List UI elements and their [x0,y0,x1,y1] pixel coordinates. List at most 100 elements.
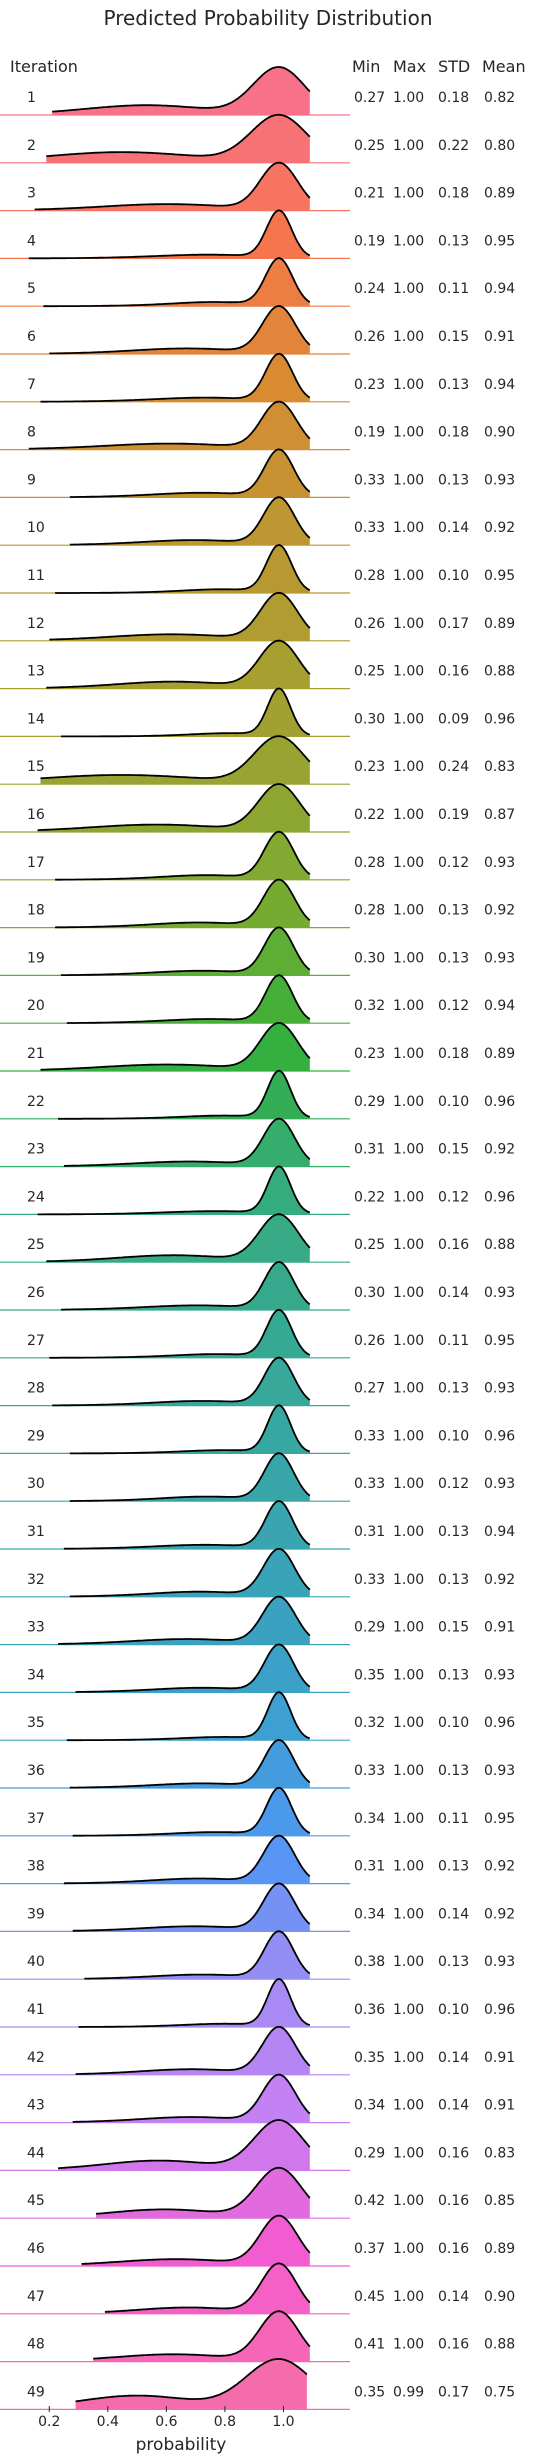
ridge-outline [55,878,311,929]
max-value: 1.00 [393,1476,424,1492]
mean-value: 0.96 [484,2002,515,2018]
ridge-fill [58,1596,310,1645]
min-value: 0.28 [354,903,385,919]
mean-value: 0.96 [484,1189,515,1205]
ridge-row: 38 0.31 1.00 0.13 0.92 [0,1834,515,1885]
mean-value: 0.93 [484,1381,515,1397]
ridge-fill [81,2215,310,2266]
ridge-fill [43,258,310,307]
min-value: 0.34 [354,2098,385,2114]
mean-header: Mean [482,57,526,76]
ridge-row: 41 0.36 1.00 0.10 0.96 [0,1978,515,2028]
mean-value: 0.85 [484,2193,515,2209]
iteration-label: 33 [27,1620,45,1636]
iteration-label: 6 [27,329,36,345]
iteration-label: 1 [27,90,36,106]
ridge-outline [69,496,311,546]
min-value: 0.31 [354,1524,385,1540]
max-value: 1.00 [393,329,424,345]
mean-value: 0.93 [484,472,515,488]
iteration-label: 14 [27,711,45,727]
ridge-outline [63,1834,311,1885]
iteration-label: 49 [27,2384,45,2400]
min-value: 0.30 [354,1285,385,1301]
mean-value: 0.87 [484,807,515,823]
mean-value: 0.90 [484,2289,515,2305]
ridge-outline [43,257,311,308]
ridge-outline [55,830,311,881]
ridge-row: 4 0.19 1.00 0.13 0.95 [0,209,515,260]
mean-value: 0.95 [484,1333,515,1349]
ridge-row: 16 0.22 1.00 0.19 0.87 [0,783,515,833]
ridge-row: 37 0.34 1.00 0.11 0.95 [0,1786,515,1837]
ridge-outline [40,1022,311,1071]
max-value: 1.00 [393,2050,424,2066]
mean-value: 0.91 [484,329,515,345]
mean-value: 0.88 [484,2337,515,2353]
mean-value: 0.82 [484,90,515,106]
ridge-fill [69,1740,310,1788]
iteration-label: 41 [27,2002,45,2018]
min-value: 0.25 [354,138,385,154]
min-value: 0.30 [354,711,385,727]
std-value: 0.17 [438,616,469,632]
ridge-fill [61,688,310,737]
ridge-outline [46,639,311,689]
iteration-label: 9 [27,472,36,488]
mean-value: 0.95 [484,568,515,584]
ridge-fill [55,831,310,880]
min-value: 0.25 [354,1237,385,1253]
max-value: 1.00 [393,472,424,488]
ridge-outline [72,1786,311,1837]
min-value: 0.22 [354,1189,385,1205]
ridge-outline [37,783,311,831]
std-value: 0.13 [438,1954,469,1970]
ridge-outline [61,1261,311,1311]
ridge-outline [52,66,311,113]
min-value: 0.27 [354,90,385,106]
ridge-outline [78,1978,311,2028]
std-value: 0.16 [438,2193,469,2209]
mean-value: 0.95 [484,1811,515,1827]
ridge-row: 43 0.34 1.00 0.14 0.91 [0,2073,515,2124]
ridge-fill [69,1453,310,1502]
max-value: 1.00 [393,1428,424,1444]
std-value: 0.16 [438,664,469,680]
iteration-label: 24 [27,1189,45,1205]
max-value: 1.00 [393,1189,424,1205]
iteration-label: 32 [27,1572,45,1588]
max-value: 1.00 [393,2193,424,2209]
ridge-row: 28 0.27 1.00 0.13 0.93 [0,1356,515,1407]
ridge-fill [52,67,310,115]
ridge-outline [34,161,311,211]
ridge-row: 34 0.35 1.00 0.13 0.93 [0,1643,515,1694]
std-value: 0.16 [438,1237,469,1253]
ridge-fill [69,1548,310,1597]
std-value: 0.13 [438,1763,469,1779]
ridge-fill [46,114,310,163]
min-value: 0.23 [354,759,385,775]
iteration-label: 39 [27,1906,45,1922]
max-value: 1.00 [393,616,424,632]
mean-value: 0.96 [484,1715,515,1731]
ridge-fill [58,1070,310,1119]
max-value: 1.00 [393,664,424,680]
iteration-label: 48 [27,2337,45,2353]
mean-value: 0.93 [484,950,515,966]
mean-value: 0.92 [484,1142,515,1158]
ridge-fill [72,2074,310,2123]
max-value: 1.00 [393,233,424,249]
mean-value: 0.91 [484,2098,515,2114]
mean-value: 0.92 [484,903,515,919]
max-value: 1.00 [393,1237,424,1253]
min-value: 0.41 [354,2337,385,2353]
iteration-label: 29 [27,1428,45,1444]
iteration-label: 37 [27,1811,45,1827]
ridge-row: 11 0.28 1.00 0.10 0.95 [0,544,515,594]
std-value: 0.10 [438,1715,469,1731]
min-value: 0.33 [354,520,385,536]
ridge-outline [49,591,311,641]
mean-value: 0.96 [484,1428,515,1444]
std-value: 0.12 [438,998,469,1014]
min-value: 0.29 [354,1620,385,1636]
